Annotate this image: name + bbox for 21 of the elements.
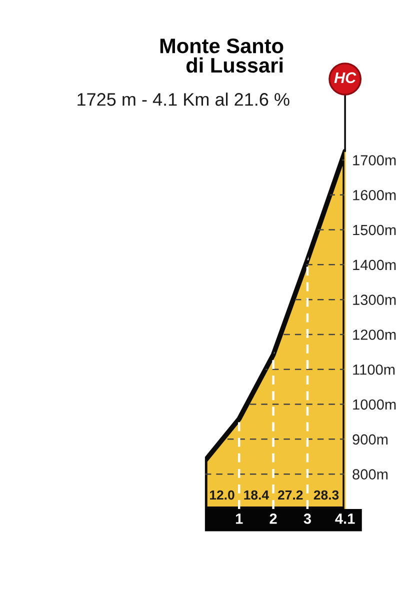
y-tick-label: 1600m bbox=[353, 190, 396, 200]
y-tick-label: 800m bbox=[352, 469, 388, 480]
chart-title: Monte Santo di Lussari bbox=[160, 38, 284, 73]
annotation: 28.3 bbox=[314, 490, 339, 500]
y-tick-label: 1500m bbox=[353, 224, 396, 236]
y-tick-label: 1200m bbox=[353, 330, 396, 340]
x-tick-label: 4.1 bbox=[335, 514, 355, 524]
y-tick-label: 1300m bbox=[353, 294, 396, 305]
x-tick-label: 2 bbox=[270, 514, 277, 524]
chart-subtitle: 1725 m - 4.1 Km al 21.6 % bbox=[78, 92, 290, 106]
y-tick-label: 1100m bbox=[353, 364, 395, 375]
annotation: 18.4 bbox=[244, 490, 269, 500]
y-tick-label: 1000m bbox=[353, 399, 396, 410]
x-tick-label: 1 bbox=[236, 514, 243, 524]
x-tick-label: 3 bbox=[304, 514, 311, 524]
annotation: 12.0 bbox=[210, 490, 234, 500]
y-tick-label: 1400m bbox=[353, 260, 396, 270]
y-tick-label: 900m bbox=[352, 434, 388, 445]
y-tick-label: 1700m bbox=[353, 155, 396, 166]
annotation: 27.2 bbox=[278, 490, 303, 500]
text: HC bbox=[334, 72, 356, 84]
